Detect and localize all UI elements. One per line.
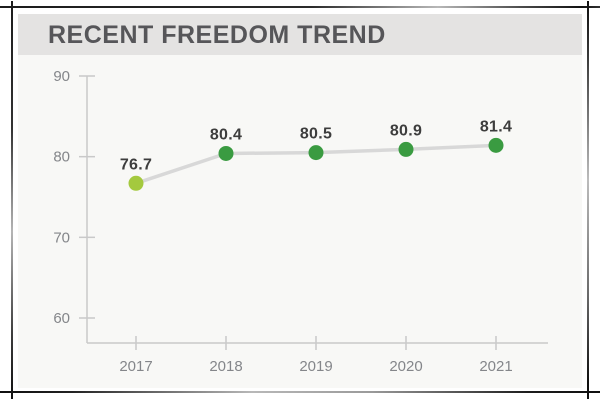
data-point [308, 145, 324, 161]
y-tick-label: 70 [53, 229, 70, 246]
data-point [128, 175, 144, 191]
data-point-label: 80.4 [210, 126, 242, 143]
x-tick-label: 2019 [299, 358, 332, 375]
data-point-label: 81.4 [480, 118, 512, 135]
data-point [398, 141, 414, 157]
frame-border-bottom [0, 391, 600, 393]
y-tick-label: 90 [53, 68, 70, 85]
x-tick-label: 2020 [389, 358, 422, 375]
frame-border-left [11, 1, 13, 399]
frame-border-top [0, 6, 600, 8]
frame-border-right [587, 1, 589, 399]
chart-header: RECENT FREEDOM TREND [18, 14, 582, 55]
chart-title: RECENT FREEDOM TREND [48, 21, 386, 49]
x-tick-label: 2021 [479, 358, 512, 375]
x-tick-label: 2017 [119, 358, 152, 375]
data-point-label: 80.9 [390, 122, 422, 139]
data-point [218, 145, 234, 161]
y-tick-label: 80 [53, 149, 70, 166]
data-point-label: 76.7 [120, 156, 152, 173]
x-tick-label: 2018 [209, 358, 242, 375]
freedom-trend-line-chart: 60 70 80 90 2017 2018 2019 2020 2021 76.7 80.4 80.5… [53, 68, 548, 375]
y-tick-label: 60 [53, 310, 70, 327]
data-point [488, 137, 504, 153]
chart-area: 60 70 80 90 2017 2018 2019 2020 2021 76.7 80.4 80.5… [18, 55, 582, 388]
data-point-label: 80.5 [300, 126, 332, 143]
